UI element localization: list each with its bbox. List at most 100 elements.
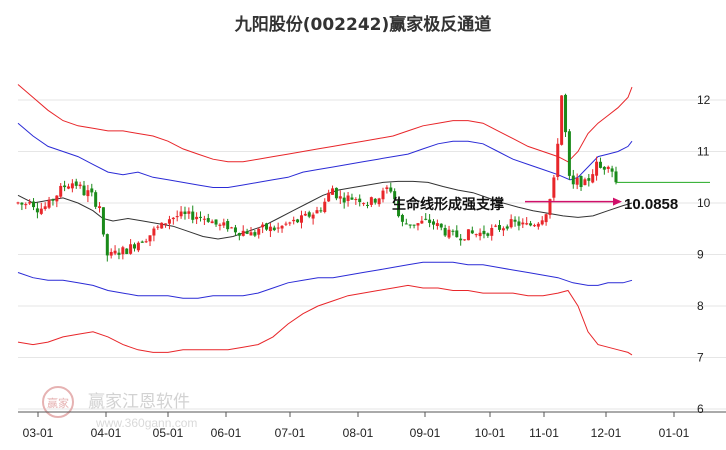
candle-body bbox=[299, 215, 303, 223]
candle-body bbox=[121, 247, 125, 255]
candle-body bbox=[288, 222, 292, 224]
candle-body bbox=[175, 216, 179, 218]
candle-body bbox=[187, 211, 191, 214]
candle-body bbox=[365, 204, 369, 206]
candle-body bbox=[369, 197, 373, 205]
candle-body bbox=[222, 222, 226, 226]
candle-body bbox=[486, 233, 490, 236]
candle-body bbox=[393, 191, 397, 200]
candle-body bbox=[385, 187, 389, 189]
candle-body bbox=[482, 230, 486, 235]
candle-body bbox=[24, 204, 28, 206]
candle-body bbox=[614, 171, 618, 183]
candle-body bbox=[513, 219, 517, 222]
candle-body bbox=[35, 208, 39, 213]
candle-body bbox=[199, 216, 203, 218]
support-value: 10.0858 bbox=[624, 196, 678, 213]
candle-body bbox=[156, 226, 160, 228]
inner-upper-band bbox=[17, 122, 633, 188]
candle-body bbox=[431, 221, 435, 225]
candle-body bbox=[478, 232, 482, 237]
candle-body bbox=[249, 232, 253, 236]
candle-body bbox=[117, 252, 121, 255]
watermark-seal-icon bbox=[42, 386, 74, 418]
candle-body bbox=[94, 192, 98, 207]
candle-body bbox=[536, 223, 540, 227]
candle-body bbox=[331, 188, 335, 195]
candle-body bbox=[276, 227, 280, 229]
candle-body bbox=[389, 187, 393, 192]
candle-body bbox=[334, 187, 338, 199]
candle-body bbox=[144, 241, 148, 243]
candle-body bbox=[132, 244, 136, 249]
x-tick-label: 06-01 bbox=[211, 426, 242, 440]
candle-body bbox=[43, 206, 47, 209]
watermark-name: 赢家江恩软件 bbox=[88, 392, 190, 412]
candle-body bbox=[400, 214, 404, 222]
candle-body bbox=[428, 219, 432, 223]
candle-body bbox=[136, 242, 140, 251]
candle-body bbox=[230, 227, 234, 229]
candle-body bbox=[571, 175, 575, 185]
x-tick-label: 05-01 bbox=[153, 426, 184, 440]
candle-body bbox=[164, 223, 168, 225]
candle-body bbox=[28, 202, 32, 204]
candle-body bbox=[560, 95, 564, 145]
candle-body bbox=[315, 210, 319, 214]
candle-body bbox=[591, 174, 595, 183]
candle-body bbox=[451, 230, 455, 232]
candle-body bbox=[362, 203, 366, 205]
candle-body bbox=[463, 239, 467, 241]
candle-body bbox=[548, 199, 552, 215]
candle-body bbox=[544, 214, 548, 223]
candle-body bbox=[59, 185, 63, 197]
x-tick-label: 03-01 bbox=[23, 426, 54, 440]
candle-body bbox=[284, 223, 288, 225]
candle-body bbox=[598, 161, 602, 168]
candle-body bbox=[195, 216, 199, 220]
y-tick-label: 9 bbox=[697, 248, 704, 262]
grid bbox=[18, 99, 726, 410]
candle-body bbox=[47, 199, 51, 208]
inner-lower-band bbox=[17, 261, 633, 299]
watermark-url: www.360gann.com bbox=[95, 416, 197, 430]
candle-body bbox=[261, 224, 265, 228]
candle-body bbox=[338, 196, 342, 199]
candle-body bbox=[226, 221, 230, 230]
candle-body bbox=[237, 233, 241, 236]
candle-body bbox=[233, 227, 237, 233]
candle-body bbox=[498, 224, 502, 230]
candle-body bbox=[241, 230, 245, 236]
candle-body bbox=[148, 235, 152, 242]
candle-body bbox=[501, 228, 505, 231]
candle-body bbox=[466, 229, 470, 241]
candle-body bbox=[358, 198, 362, 203]
y-tick-label: 12 bbox=[697, 93, 711, 107]
candle-body bbox=[202, 218, 206, 220]
candle-body bbox=[206, 218, 210, 222]
candle-body bbox=[113, 250, 117, 254]
y-tick-label: 7 bbox=[697, 351, 704, 365]
candle-body bbox=[70, 183, 74, 189]
y-tick-label: 10 bbox=[697, 196, 711, 210]
candle-body bbox=[90, 188, 94, 193]
candle-body bbox=[517, 221, 521, 226]
candle-body bbox=[373, 198, 377, 203]
candle-body bbox=[98, 206, 102, 209]
candle-body bbox=[354, 199, 358, 201]
candle-body bbox=[210, 221, 214, 224]
candle-body bbox=[552, 177, 556, 198]
candle-body bbox=[272, 227, 276, 231]
x-tick-label: 09-01 bbox=[410, 426, 441, 440]
candle-body bbox=[397, 200, 401, 217]
x-tick-label: 10-01 bbox=[475, 426, 506, 440]
candle-body bbox=[179, 211, 183, 217]
candle-body bbox=[214, 219, 218, 225]
candle-body bbox=[416, 223, 420, 226]
candle-body bbox=[490, 227, 494, 236]
candle-body bbox=[74, 181, 78, 186]
candle-body bbox=[303, 213, 307, 216]
candle-body bbox=[183, 211, 187, 214]
x-tick-label: 11-01 bbox=[529, 426, 559, 440]
candle-body bbox=[16, 202, 20, 204]
